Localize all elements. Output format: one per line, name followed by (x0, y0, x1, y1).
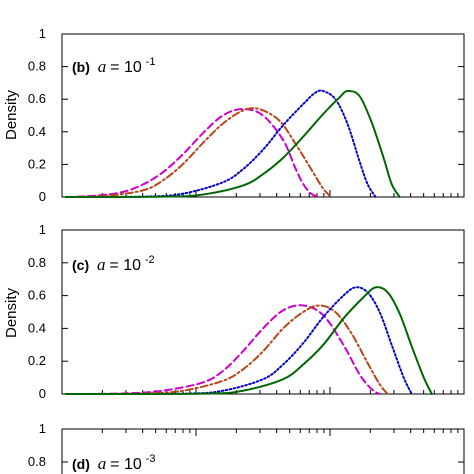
panel-c-yticks: 0 0.2 0.4 0.6 0.8 1 (28, 222, 464, 401)
panel-b-series (65, 89, 401, 199)
panel-b-frame (61, 33, 465, 198)
panel-c-eq: = 10 (109, 257, 141, 274)
y-tick-label: 0.6 (28, 288, 46, 303)
panel-b-exp: -1 (146, 56, 156, 68)
panel-d-symbol: a (98, 454, 107, 473)
panel-b-symbol: a (98, 57, 107, 76)
series-line-solid (65, 286, 433, 396)
y-tick-label: 0.8 (28, 59, 46, 74)
series-line-dotted (65, 286, 413, 396)
panel-b-label: (b) a = 10 -1 (72, 56, 155, 76)
panel-d-frame (61, 428, 465, 474)
panel-c-symbol: a (97, 255, 106, 274)
y-tick-label: 1 (39, 26, 46, 41)
y-tick-label: 0.2 (28, 156, 46, 171)
y-tick-label: 0.8 (28, 454, 46, 469)
series-line-dashdot (65, 304, 389, 395)
y-tick-label: 0.2 (28, 353, 46, 368)
panel-c-ylabel: Density (3, 287, 20, 338)
y-tick-label: 1 (39, 222, 46, 237)
panel-c-letter: (c) (72, 257, 89, 273)
y-tick-label: 0.4 (28, 320, 46, 335)
y-tick-label: 0 (39, 189, 46, 204)
y-tick-label: 0.4 (28, 124, 46, 139)
series-line-dashed (65, 304, 381, 395)
panel-c-exp: -2 (145, 254, 155, 266)
y-tick-label: 0.6 (28, 91, 46, 106)
series-line-dashdot (65, 107, 333, 198)
series-line-dashed (65, 107, 321, 198)
panel-d-xticks (61, 429, 465, 436)
panel-d-eq: = 10 (110, 456, 142, 473)
panel-c-frame (61, 229, 465, 395)
y-tick-label: 1 (39, 421, 46, 436)
panel-c: 0 0.2 0.4 0.6 0.8 1 Density (c) a = 10 -2 (3, 222, 465, 401)
series-line-solid (65, 89, 401, 198)
panel-b-ylabel: Density (3, 89, 20, 140)
panel-d-letter: (d) (72, 456, 90, 472)
panel-d-yticks: 0.81 (28, 421, 464, 469)
panel-b-eq: = 10 (110, 59, 142, 76)
panel-c-series (65, 286, 433, 396)
series-line-dotted (65, 89, 377, 199)
y-tick-label: 0 (39, 386, 46, 401)
panel-b: 0 0.2 0.4 0.6 0.8 1 Density (b) a = 10 -1 (3, 26, 465, 204)
panel-b-yticks: 0 0.2 0.4 0.6 0.8 1 (28, 26, 464, 204)
panel-d-label: (d) a = 10 -3 (72, 453, 155, 473)
panel-d-exp: -3 (146, 453, 156, 465)
panel-b-letter: (b) (72, 59, 90, 75)
panel-c-label: (c) a = 10 -2 (72, 254, 155, 274)
y-tick-label: 0.8 (28, 255, 46, 270)
panel-d: 0.81 (d) a = 10 -3 (28, 421, 465, 474)
